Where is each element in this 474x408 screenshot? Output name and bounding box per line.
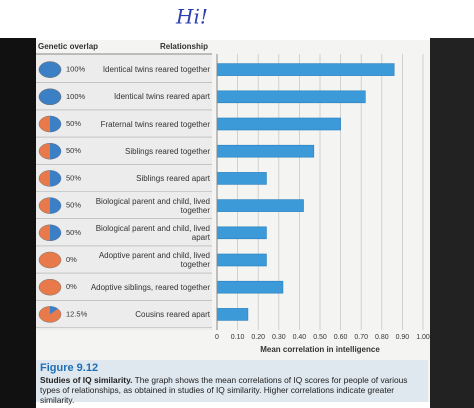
- bar: [216, 90, 366, 104]
- category-label: Siblings reared together: [125, 146, 210, 156]
- handwriting: Hi!: [175, 5, 208, 29]
- overlap-label: 50%: [66, 173, 81, 182]
- column-header: Genetic overlap: [38, 42, 98, 51]
- x-tick-label: 0.80: [375, 334, 389, 341]
- x-tick-label: 0.20: [251, 334, 265, 341]
- figure-label: Figure 9.12: [40, 362, 99, 374]
- pie-slice: [50, 197, 61, 214]
- category-label: Adoptive parent and child, lived togethe…: [98, 251, 210, 269]
- bar: [216, 144, 315, 158]
- caption-title: Studies of IQ similarity.: [40, 375, 133, 385]
- background-right: [430, 38, 474, 408]
- bar: [216, 280, 284, 294]
- background-left: [0, 38, 36, 408]
- overlap-label: 0%: [66, 255, 77, 264]
- pie-slice: [38, 61, 62, 78]
- pie-slice: [50, 224, 61, 241]
- category-label: Fraternal twins reared together: [100, 119, 210, 129]
- pie-slice: [50, 170, 61, 187]
- pie-slice: [38, 88, 62, 106]
- x-tick-label: 0: [215, 334, 219, 341]
- category-label: Identical twins reared apart: [113, 92, 210, 102]
- overlap-label: 12.5%: [66, 309, 88, 318]
- x-tick-label: 1.00: [416, 334, 430, 341]
- bar: [216, 63, 395, 76]
- caption: Figure 9.12 Studies of IQ similarity. Th…: [36, 360, 428, 405]
- x-tick-label: 0.30: [272, 334, 286, 341]
- pie-slice: [50, 306, 58, 315]
- caption-text: The graph shows the mean correlations of…: [40, 375, 408, 405]
- bar: [216, 253, 267, 267]
- pie-base: [38, 251, 62, 269]
- bar: [216, 117, 341, 131]
- bar: [216, 226, 267, 240]
- x-tick-label: 0.60: [334, 334, 348, 341]
- pie-slice: [50, 143, 61, 160]
- x-tick-label: 0.70: [354, 334, 368, 341]
- category-label: Siblings reared apart: [136, 173, 210, 183]
- pie-slice: [50, 116, 61, 132]
- overlap-label: 100%: [66, 92, 86, 101]
- overlap-label: 50%: [66, 228, 81, 237]
- x-tick-label: 0.40: [293, 334, 307, 341]
- category-label: Identical twins reared together: [102, 65, 210, 75]
- category-label: Adoptive siblings, reared together: [90, 282, 210, 292]
- x-tick-label: 0.10: [231, 334, 245, 341]
- x-tick-label: 0.90: [396, 334, 410, 341]
- bar: [216, 172, 267, 185]
- x-tick-label: 0.50: [313, 334, 327, 341]
- x-axis-label: Mean correlation in intelligence: [260, 345, 380, 354]
- column-header: Relationship: [160, 42, 208, 51]
- category-label: Cousins reared apart: [135, 309, 210, 319]
- overlap-label: 50%: [66, 201, 81, 210]
- overlap-label: 50%: [66, 119, 81, 128]
- overlap-label: 100%: [66, 65, 86, 74]
- overlap-label: 50%: [66, 146, 81, 155]
- category-label: Biological parent and child, lived apart: [95, 223, 210, 242]
- pie-base: [38, 278, 62, 296]
- overlap-label: 0%: [66, 282, 77, 291]
- bar: [216, 308, 249, 321]
- category-label: Biological parent and child, lived toget…: [95, 196, 210, 215]
- bar: [216, 199, 304, 212]
- table-panel: [36, 54, 212, 330]
